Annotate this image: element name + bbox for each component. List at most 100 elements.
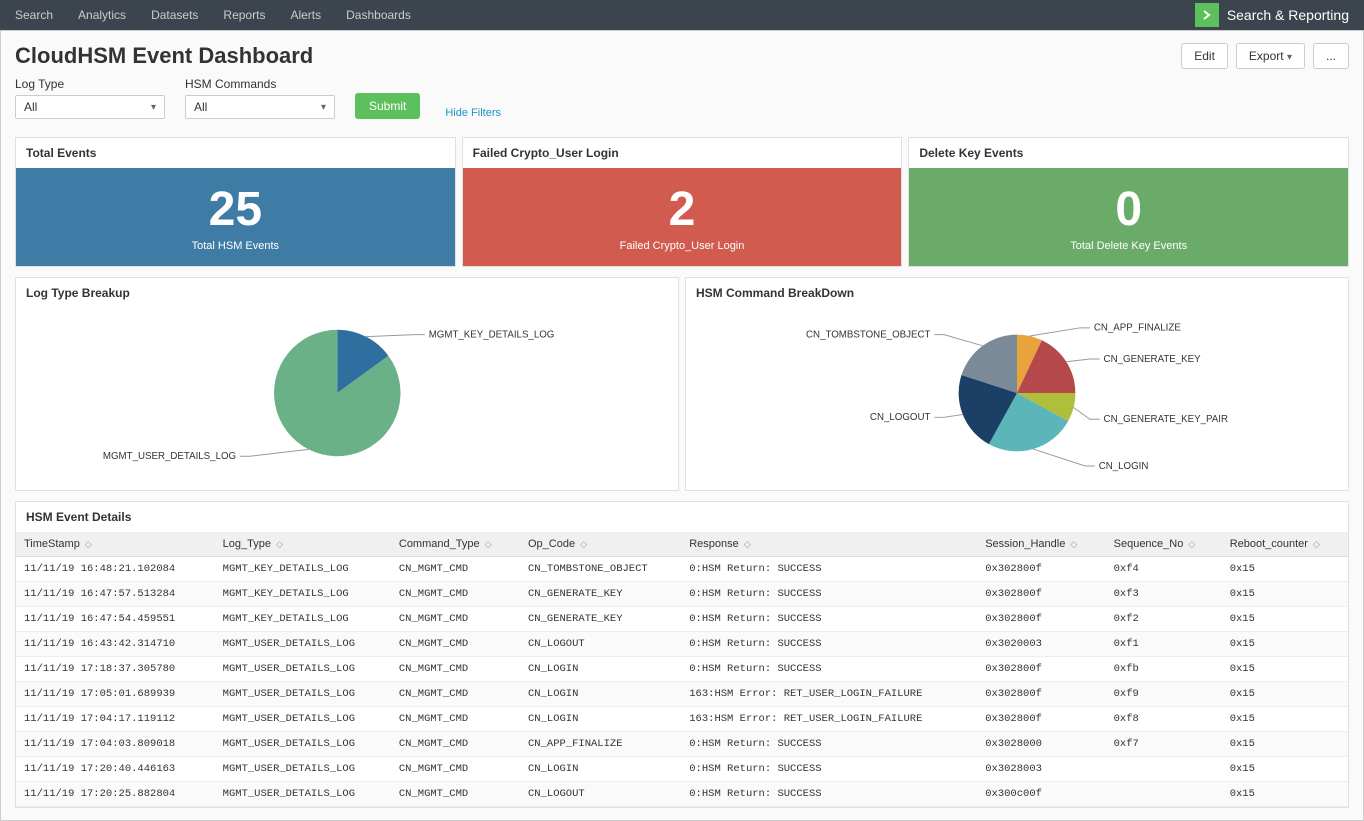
- table-row[interactable]: 11/11/19 17:05:01.689939MGMT_USER_DETAIL…: [16, 682, 1348, 707]
- table-cell: 0x302800f: [977, 607, 1105, 632]
- table-cell: MGMT_USER_DETAILS_LOG: [215, 782, 391, 807]
- table-cell: MGMT_USER_DETAILS_LOG: [215, 632, 391, 657]
- table-cell: 0x15: [1222, 732, 1348, 757]
- table-cell: 0x15: [1222, 757, 1348, 782]
- summary-card: Failed Crypto_User Login2Failed Crypto_U…: [462, 137, 903, 267]
- column-header[interactable]: Reboot_counter ◇: [1222, 532, 1348, 557]
- log-type-breakup-panel: Log Type Breakup MGMT_KEY_DETAILS_LOGMGM…: [15, 277, 679, 491]
- filters: Log Type All▾ HSM Commands All▾ Submit H…: [15, 77, 1349, 119]
- nav-item-analytics[interactable]: Analytics: [78, 8, 126, 22]
- table-cell: 0x302800f: [977, 557, 1105, 582]
- table-cell: 0xf3: [1106, 582, 1222, 607]
- hsm-commands-dropdown[interactable]: All▾: [185, 95, 335, 119]
- table-cell: 0xf1: [1106, 632, 1222, 657]
- column-header[interactable]: Log_Type ◇: [215, 532, 391, 557]
- column-header[interactable]: Session_Handle ◇: [977, 532, 1105, 557]
- submit-button[interactable]: Submit: [355, 93, 420, 119]
- table-cell: 11/11/19 17:18:37.305780: [16, 657, 215, 682]
- table-cell: 0x302800f: [977, 582, 1105, 607]
- nav-item-alerts[interactable]: Alerts: [290, 8, 321, 22]
- table-cell: 0x15: [1222, 557, 1348, 582]
- table-cell: MGMT_KEY_DETAILS_LOG: [215, 582, 391, 607]
- brand[interactable]: Search & Reporting: [1195, 3, 1349, 27]
- table-cell: 0x3028000: [977, 732, 1105, 757]
- summary-cards-row: Total Events25Total HSM EventsFailed Cry…: [15, 137, 1349, 267]
- column-header[interactable]: TimeStamp ◇: [16, 532, 215, 557]
- table-cell: 0xf7: [1106, 732, 1222, 757]
- card-body: 25Total HSM Events: [16, 168, 455, 266]
- table-cell: [1106, 757, 1222, 782]
- card-value: 0: [909, 186, 1348, 234]
- table-cell: CN_MGMT_CMD: [391, 682, 520, 707]
- hsm-commands-label: HSM Commands: [185, 77, 335, 91]
- events-table: TimeStamp ◇Log_Type ◇Command_Type ◇Op_Co…: [16, 532, 1348, 807]
- table-row[interactable]: 11/11/19 17:20:25.882804MGMT_USER_DETAIL…: [16, 782, 1348, 807]
- table-row[interactable]: 11/11/19 17:20:40.446163MGMT_USER_DETAIL…: [16, 757, 1348, 782]
- brand-label: Search & Reporting: [1227, 7, 1349, 23]
- table-cell: 0x3020003: [977, 632, 1105, 657]
- table-cell: 0x302800f: [977, 657, 1105, 682]
- pie-label: CN_APP_FINALIZE: [1094, 323, 1181, 334]
- brand-icon: [1195, 3, 1219, 27]
- table-cell: 11/11/19 17:20:25.882804: [16, 782, 215, 807]
- table-cell: 0:HSM Return: SUCCESS: [681, 582, 977, 607]
- table-cell: MGMT_USER_DETAILS_LOG: [215, 757, 391, 782]
- pie-chart-1: MGMT_KEY_DETAILS_LOGMGMT_USER_DETAILS_LO…: [26, 308, 668, 478]
- table-cell: CN_LOGOUT: [520, 782, 681, 807]
- table-cell: 0x15: [1222, 682, 1348, 707]
- table-row[interactable]: 11/11/19 16:43:42.314710MGMT_USER_DETAIL…: [16, 632, 1348, 657]
- table-cell: 163:HSM Error: RET_USER_LOGIN_FAILURE: [681, 682, 977, 707]
- export-button[interactable]: Export ▾: [1236, 43, 1305, 69]
- column-header[interactable]: Response ◇: [681, 532, 977, 557]
- table-cell: 0x15: [1222, 607, 1348, 632]
- pie-label: CN_GENERATE_KEY_PAIR: [1104, 414, 1228, 425]
- table-cell: 0:HSM Return: SUCCESS: [681, 782, 977, 807]
- table-cell: 0xfb: [1106, 657, 1222, 682]
- table-cell: CN_LOGIN: [520, 707, 681, 732]
- table-cell: 0x300c00f: [977, 782, 1105, 807]
- table-row[interactable]: 11/11/19 17:18:37.305780MGMT_USER_DETAIL…: [16, 657, 1348, 682]
- card-header: Total Events: [16, 138, 455, 168]
- table-cell: 11/11/19 17:05:01.689939: [16, 682, 215, 707]
- table-cell: 0x302800f: [977, 682, 1105, 707]
- pie-label: CN_LOGOUT: [870, 412, 931, 423]
- summary-card: Delete Key Events0Total Delete Key Event…: [908, 137, 1349, 267]
- table-row[interactable]: 11/11/19 16:47:54.459551MGMT_KEY_DETAILS…: [16, 607, 1348, 632]
- table-row[interactable]: 11/11/19 16:47:57.513284MGMT_KEY_DETAILS…: [16, 582, 1348, 607]
- table-cell: 0x15: [1222, 657, 1348, 682]
- table-cell: MGMT_USER_DETAILS_LOG: [215, 682, 391, 707]
- table-cell: 0:HSM Return: SUCCESS: [681, 557, 977, 582]
- nav-menu: Search Analytics Datasets Reports Alerts Dash…: [15, 8, 411, 22]
- header-actions: Edit Export ▾ ...: [1181, 43, 1349, 69]
- column-header[interactable]: Command_Type ◇: [391, 532, 520, 557]
- hide-filters-link[interactable]: Hide Filters: [445, 107, 501, 119]
- table-cell: MGMT_KEY_DETAILS_LOG: [215, 557, 391, 582]
- table-cell: CN_LOGIN: [520, 682, 681, 707]
- table-row[interactable]: 11/11/19 17:04:17.119112MGMT_USER_DETAIL…: [16, 707, 1348, 732]
- more-button[interactable]: ...: [1313, 43, 1349, 69]
- nav-item-dashboards[interactable]: Dashboards: [346, 8, 411, 22]
- table-cell: 0xf9: [1106, 682, 1222, 707]
- table-cell: 0x15: [1222, 582, 1348, 607]
- table-row[interactable]: 11/11/19 17:04:03.809018MGMT_USER_DETAIL…: [16, 732, 1348, 757]
- pie-label: CN_TOMBSTONE_OBJECT: [806, 330, 930, 341]
- table-cell: CN_MGMT_CMD: [391, 632, 520, 657]
- table-cell: 11/11/19 17:04:17.119112: [16, 707, 215, 732]
- column-header[interactable]: Sequence_No ◇: [1106, 532, 1222, 557]
- card-value: 2: [463, 186, 902, 234]
- pie-label: MGMT_USER_DETAILS_LOG: [103, 451, 236, 462]
- table-row[interactable]: 11/11/19 16:48:21.102084MGMT_KEY_DETAILS…: [16, 557, 1348, 582]
- table-cell: CN_LOGOUT: [520, 632, 681, 657]
- table-cell: CN_GENERATE_KEY: [520, 607, 681, 632]
- nav-item-reports[interactable]: Reports: [223, 8, 265, 22]
- edit-button[interactable]: Edit: [1181, 43, 1228, 69]
- log-type-dropdown[interactable]: All▾: [15, 95, 165, 119]
- nav-item-search[interactable]: Search: [15, 8, 53, 22]
- column-header[interactable]: Op_Code ◇: [520, 532, 681, 557]
- table-cell: 0x15: [1222, 707, 1348, 732]
- table-cell: 0xf8: [1106, 707, 1222, 732]
- table-cell: [1106, 782, 1222, 807]
- table-cell: 0:HSM Return: SUCCESS: [681, 732, 977, 757]
- nav-item-datasets[interactable]: Datasets: [151, 8, 198, 22]
- table-cell: 0x15: [1222, 782, 1348, 807]
